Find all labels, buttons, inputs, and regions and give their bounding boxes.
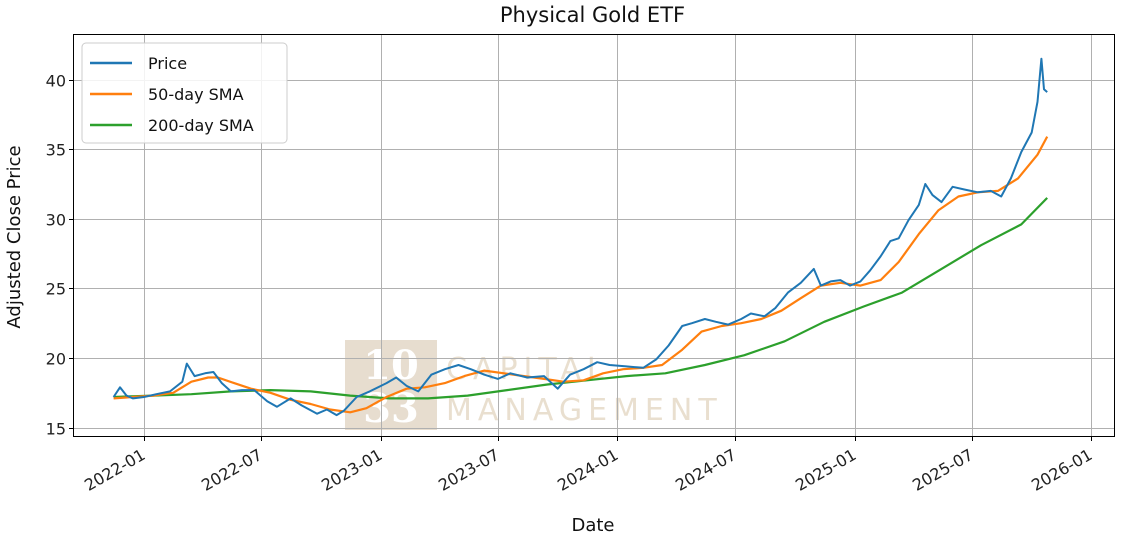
- y-tick-label: 15: [46, 420, 66, 439]
- x-tick-label: 2025-07: [909, 445, 976, 495]
- x-tick-label: 2025-01: [792, 445, 859, 495]
- chart-title: Physical Gold ETF: [500, 3, 685, 27]
- y-tick-label: 35: [46, 141, 66, 160]
- x-tick-label: 2023-07: [435, 445, 502, 495]
- legend: Price 50-day SMA 200-day SMA: [81, 42, 288, 144]
- y-tick-label: 40: [46, 72, 66, 91]
- legend-box: [81, 42, 288, 144]
- series-line-200-day-sma: [113, 197, 1048, 400]
- legend-label-50-day-sma: 50-day SMA: [148, 85, 244, 104]
- series-line-price: [112, 57, 1048, 417]
- x-axis-label: Date: [571, 515, 614, 536]
- y-axis-label: Adjusted Close Price: [4, 145, 25, 328]
- plot-frame: [73, 34, 1115, 437]
- x-tick-label: 2022-01: [81, 445, 148, 495]
- grid: [74, 35, 1114, 436]
- watermark-box: [345, 340, 437, 430]
- watermark-bottom-number: 33: [363, 385, 419, 432]
- x-tick-label: 2022-07: [198, 445, 265, 495]
- x-tick-label: 2024-07: [672, 445, 739, 495]
- series-lines: [112, 57, 1049, 417]
- y-tick-label: 20: [46, 350, 66, 369]
- watermark-top-number: 10: [363, 342, 419, 389]
- y-tick-label: 30: [46, 211, 66, 230]
- x-tick-label: 2023-01: [318, 445, 385, 495]
- watermark-line-2: MANAGEMENT: [446, 393, 723, 428]
- legend-label-200-day-sma: 200-day SMA: [148, 116, 254, 135]
- watermark-logo: 10 33 CAPITAL MANAGEMENT: [345, 340, 723, 432]
- y-tick-label: 25: [46, 280, 66, 299]
- legend-label-price: Price: [148, 54, 187, 73]
- x-tick-label: 2026-01: [1028, 445, 1095, 495]
- x-tick-label: 2024-01: [554, 445, 621, 495]
